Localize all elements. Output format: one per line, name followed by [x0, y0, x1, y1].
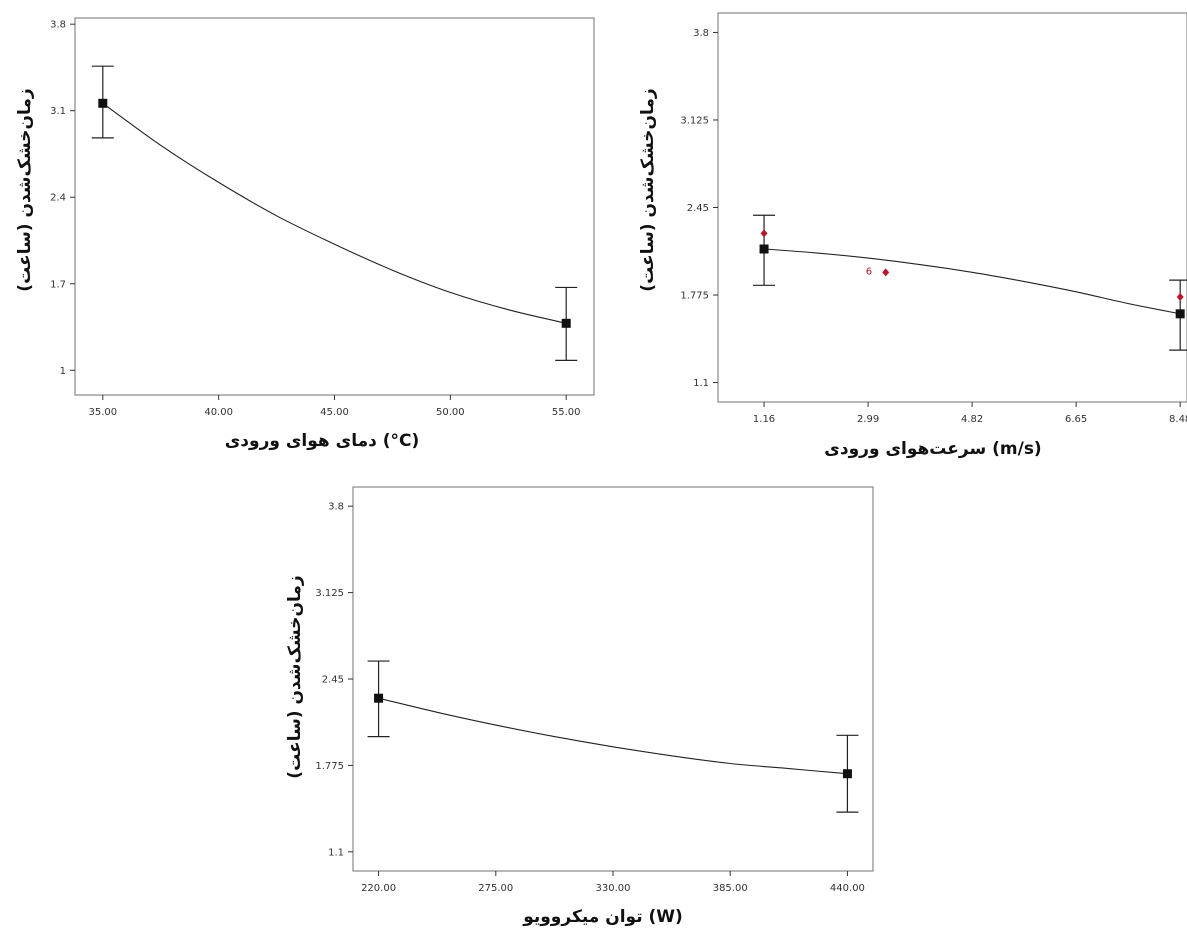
plot-frame [74, 17, 595, 396]
y-tick-label: 1.1 [328, 847, 344, 858]
y-axis-title: زمان‌خشک‌شدن (ساعت) [15, 88, 35, 291]
y-tick-label: 3.8 [693, 28, 709, 39]
design-point [760, 229, 768, 238]
y-axis-title: زمان‌خشک‌شدن (ساعت) [638, 88, 658, 291]
y-tick-label: 1.775 [315, 761, 344, 772]
plot-marks: 220.00 275.00 330.00 385.00 440.00 1.1 1.775 2.… [315, 502, 865, 894]
y-tick-label: 3.8 [50, 20, 66, 31]
fitted-curve [102, 102, 567, 324]
x-tick-label: 45.00 [320, 407, 349, 418]
x-tick-label: 440.00 [830, 883, 865, 894]
y-tick-label: 3.125 [680, 115, 709, 126]
x-tick-label: 8.48 [1169, 414, 1187, 425]
chart-panel-inlet-air-velocity: 1.16 2.99 4.82 6.65 8.48 1.1 1.775 2.45 3.125 3.8… [625, 0, 1187, 465]
x-tick-label: 4.82 [961, 414, 983, 425]
design-point-count-label: 6 [866, 266, 872, 277]
y-tick-label: 1 [60, 366, 66, 377]
data-point [759, 244, 769, 254]
y-tick-label: 3.1 [50, 106, 66, 117]
x-axis-title: دمای هوای ورودی (°C) [225, 431, 420, 451]
data-point [561, 318, 571, 328]
x-tick-label: 55.00 [552, 407, 581, 418]
x-tick-label: 385.00 [713, 883, 748, 894]
y-tick-label: 3.125 [315, 588, 344, 599]
x-tick-label: 40.00 [204, 407, 233, 418]
x-tick-label: 2.99 [857, 414, 879, 425]
plot-frame [717, 12, 1187, 403]
y-tick-label: 2.45 [687, 203, 709, 214]
data-point [1175, 309, 1185, 319]
y-tick-label: 1.7 [50, 279, 66, 290]
y-tick-label: 2.45 [322, 675, 344, 686]
y-tick-label: 1.1 [693, 378, 709, 389]
chart-panel-microwave-power: 220.00 275.00 330.00 385.00 440.00 1.1 1.775 2.… [270, 465, 874, 931]
chart-panel-inlet-temperature: 35.00 40.00 45.00 50.00 55.00 1 1.7 2.4 3.1 3.8 د… [0, 0, 600, 465]
chart-inlet-temperature: 35.00 40.00 45.00 50.00 55.00 1 1.7 2.4 3.1 3.8 د… [15, 17, 595, 451]
y-tick-label: 3.8 [328, 502, 344, 513]
x-tick-label: 1.16 [753, 414, 775, 425]
x-axis-title: سرعت‌هوای ورودی (m/s) [824, 439, 1041, 459]
data-point [98, 98, 108, 108]
fitted-curve [378, 697, 848, 775]
y-tick-label: 2.4 [50, 193, 66, 204]
data-point [374, 693, 384, 703]
chart-inlet-air-velocity: 1.16 2.99 4.82 6.65 8.48 1.1 1.775 2.45 3.125 3.8… [638, 12, 1187, 459]
fitted-curve [763, 248, 1181, 315]
design-point [1176, 292, 1184, 301]
plot-frame [352, 486, 874, 872]
y-axis-title: زمان‌خشک‌شدن (ساعت) [285, 575, 305, 778]
design-point [882, 268, 890, 277]
x-tick-label: 35.00 [88, 407, 117, 418]
plot-marks: 35.00 40.00 45.00 50.00 55.00 1 1.7 2.4 3.1 3.8 [50, 20, 580, 418]
y-tick-label: 1.775 [680, 291, 709, 302]
x-tick-label: 50.00 [436, 407, 465, 418]
x-tick-label: 220.00 [361, 883, 396, 894]
x-tick-label: 330.00 [596, 883, 631, 894]
data-point [842, 769, 852, 779]
x-tick-label: 6.65 [1065, 414, 1087, 425]
x-axis-title: توان میکروویو (W) [522, 907, 683, 927]
chart-microwave-power: 220.00 275.00 330.00 385.00 440.00 1.1 1.775 2.… [285, 486, 874, 927]
x-tick-label: 275.00 [478, 883, 513, 894]
plot-marks: 1.16 2.99 4.82 6.65 8.48 1.1 1.775 2.45 3.125 3.8… [680, 28, 1187, 425]
